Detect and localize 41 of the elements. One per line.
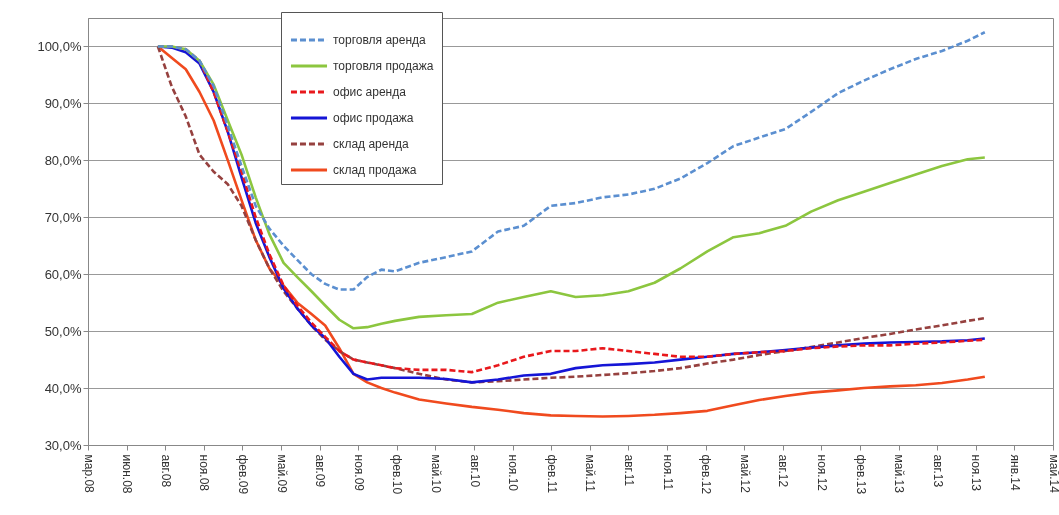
legend-label: офис продажа bbox=[333, 111, 414, 125]
x-tick-label: ноя.10 bbox=[506, 454, 521, 492]
y-tick-label: 80,0% bbox=[44, 152, 82, 168]
x-tick-label: май.13 bbox=[892, 454, 907, 494]
x-tick-label: авг.08 bbox=[158, 454, 173, 488]
x-tick-label: май.12 bbox=[737, 454, 752, 494]
x-tick-label: май.11 bbox=[583, 454, 598, 493]
y-tick-label: 100,0% bbox=[37, 38, 82, 54]
x-tick-label: май.10 bbox=[428, 454, 443, 494]
y-tick-label: 70,0% bbox=[44, 209, 82, 225]
legend-label: офис аренда bbox=[333, 85, 407, 99]
line-series bbox=[156, 30, 987, 291]
x-tick-label: авг.11 bbox=[621, 454, 636, 487]
legend-label: торговля аренда bbox=[333, 33, 427, 47]
y-tick-label: 50,0% bbox=[44, 323, 82, 339]
x-tick-label: фев.13 bbox=[853, 454, 868, 495]
x-tick-label: янв.14 bbox=[1007, 454, 1022, 492]
x-tick-label: ноя.08 bbox=[197, 454, 212, 492]
x-tick-label: фев.11 bbox=[544, 454, 559, 494]
x-tick-label: июн.08 bbox=[120, 454, 135, 494]
y-tick-label: 90,0% bbox=[44, 95, 82, 111]
x-tick-label: авг.13 bbox=[930, 454, 945, 488]
x-tick-label: ноя.11 bbox=[660, 454, 675, 491]
legend-label: склад аренда bbox=[333, 137, 410, 151]
x-tick-label: ноя.13 bbox=[969, 454, 984, 492]
y-tick-label: 30,0% bbox=[44, 437, 82, 453]
y-tick-label: 40,0% bbox=[44, 380, 82, 396]
x-tick-label: авг.09 bbox=[313, 454, 328, 488]
x-tick-label: авг.10 bbox=[467, 454, 482, 488]
x-tick-label: ноя.12 bbox=[814, 454, 829, 492]
x-tick-label: май.14 bbox=[1046, 454, 1059, 494]
y-tick-label: 60,0% bbox=[44, 266, 82, 282]
legend-label: склад продажа bbox=[333, 163, 417, 177]
legend-label: торговля продажа bbox=[333, 59, 434, 73]
x-tick-label: ноя.09 bbox=[351, 454, 366, 492]
x-tick-label: фев.10 bbox=[390, 454, 405, 495]
x-tick-label: авг.12 bbox=[776, 454, 791, 488]
x-tick-label: май.09 bbox=[274, 454, 289, 494]
x-tick-label: фев.12 bbox=[699, 454, 714, 495]
x-tick-label: фев.09 bbox=[235, 454, 250, 495]
x-tick-label: мар.08 bbox=[81, 454, 96, 494]
